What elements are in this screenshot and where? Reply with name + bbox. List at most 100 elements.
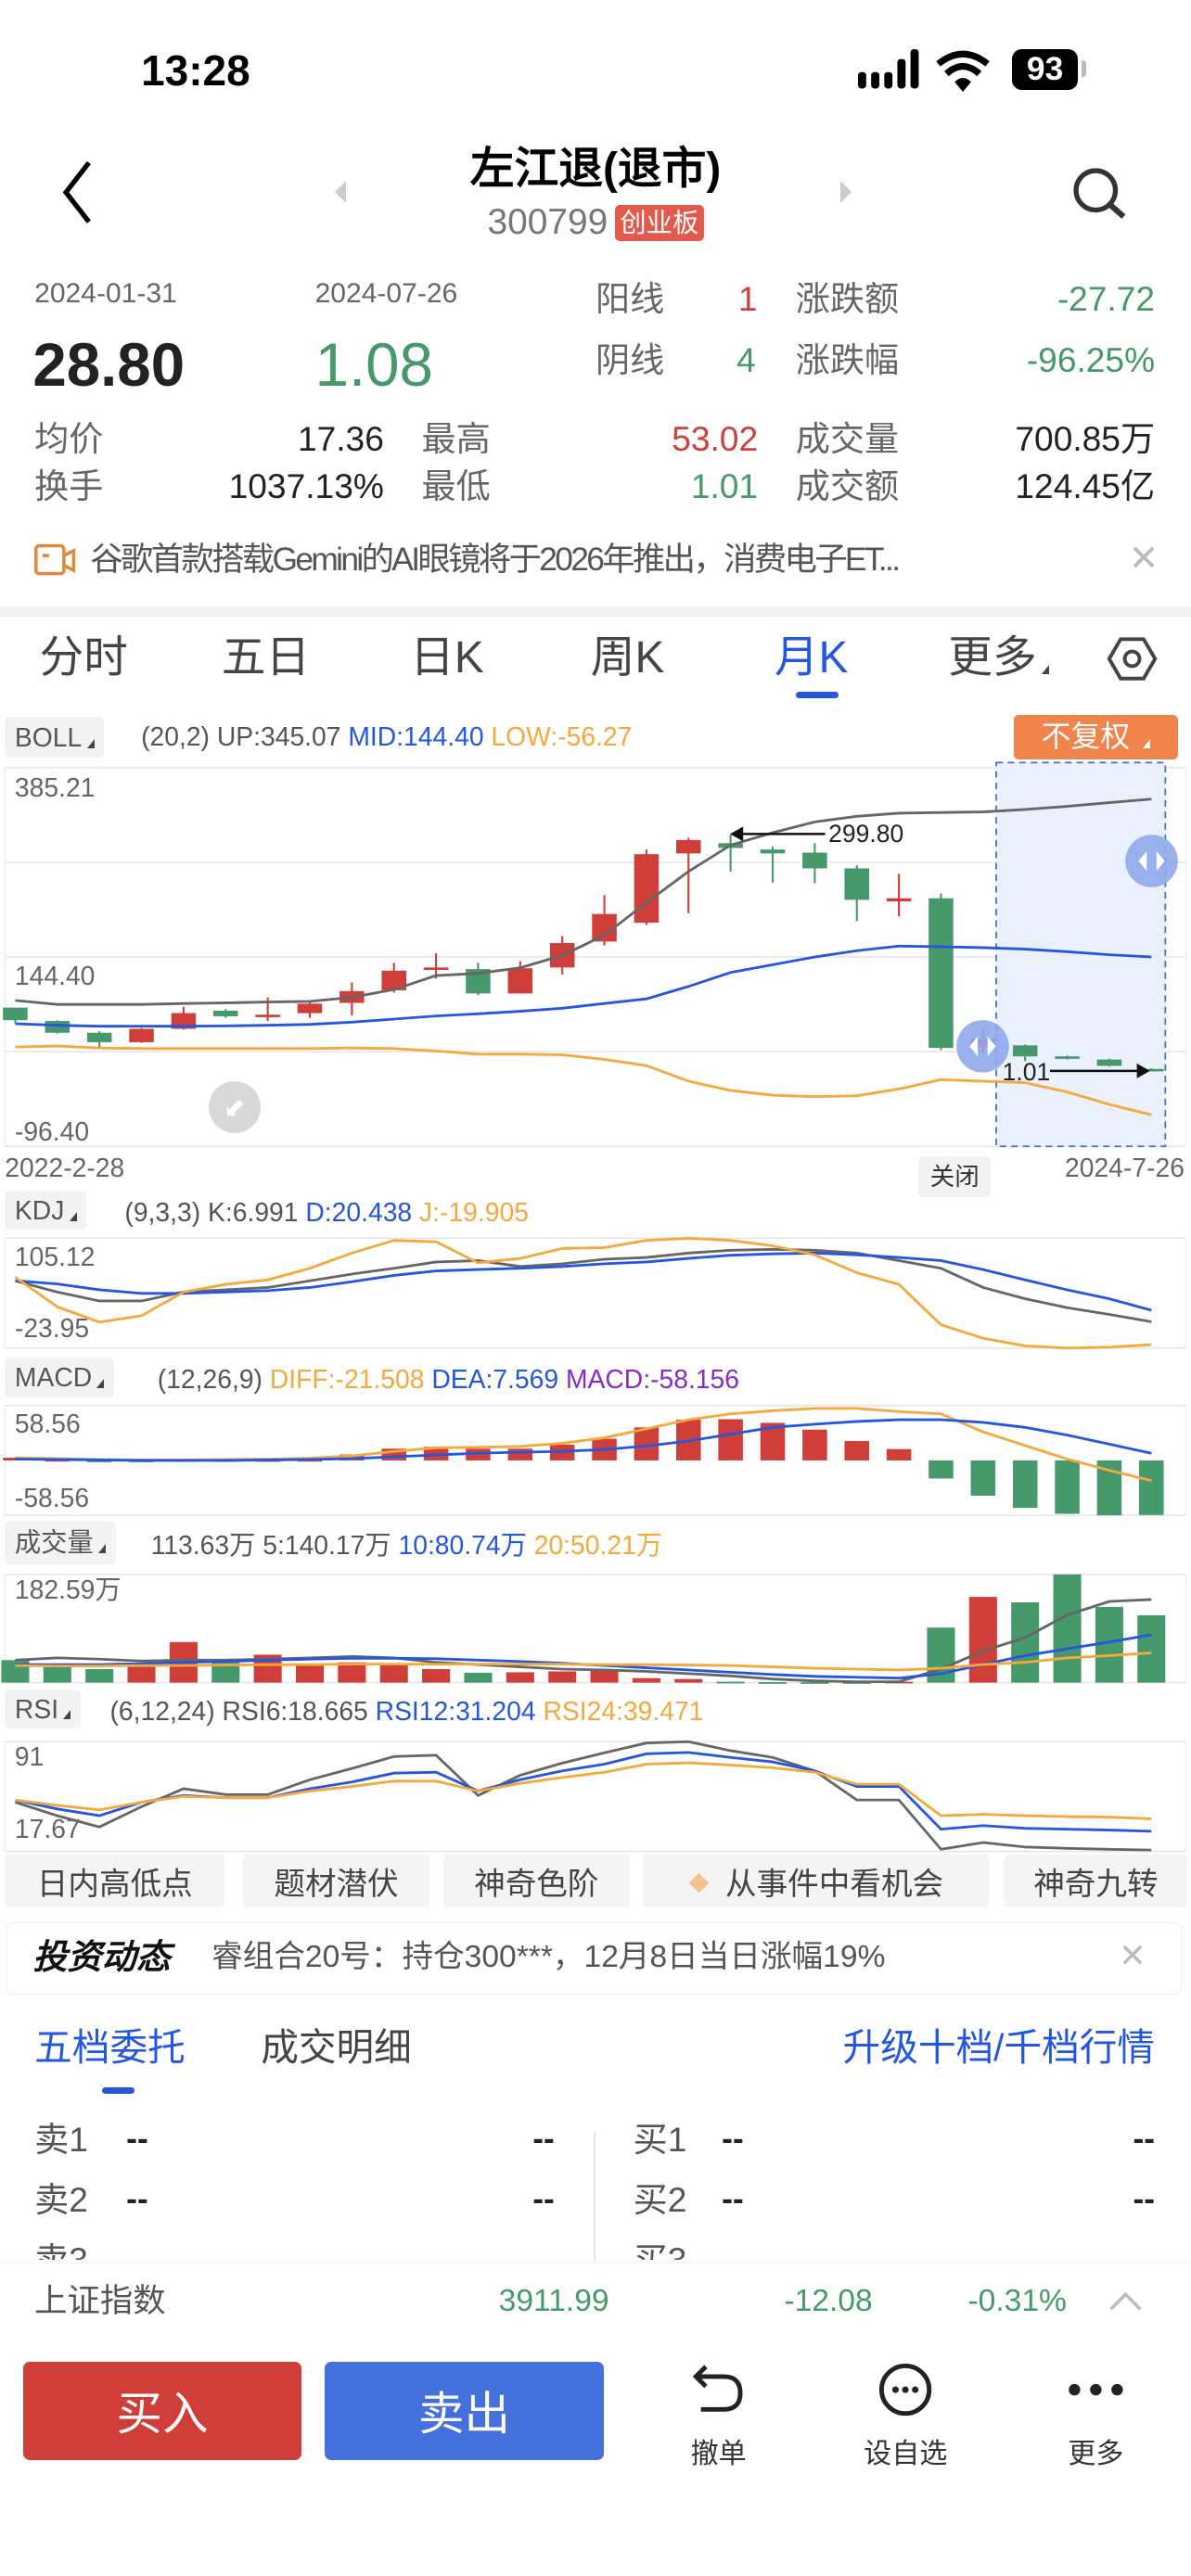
back-icon[interactable]	[59, 159, 98, 225]
max-arrow-head	[730, 826, 744, 842]
sell-button[interactable]: 卖出	[325, 2361, 604, 2460]
add-watchlist-button[interactable]: 设自选	[848, 2362, 963, 2471]
tab-weekly-k[interactable]: 周K	[590, 633, 665, 683]
news-close-icon[interactable]: ✕	[1128, 538, 1159, 579]
sell-1-label: 卖1	[34, 2119, 88, 2159]
feature-color-scale[interactable]: 神奇色阶	[442, 1855, 631, 1907]
range-handle	[956, 1020, 1009, 1073]
volume-bar	[1011, 1602, 1040, 1683]
divider	[0, 606, 1191, 617]
buy-button[interactable]: 买入	[22, 2361, 302, 2460]
candle-down	[45, 1021, 70, 1033]
index-pct: -0.31%	[967, 2284, 1067, 2319]
index-change: -12.08	[784, 2284, 873, 2319]
draw-tool-icon[interactable]: ⬋	[208, 1080, 262, 1134]
volume-value: 700.85万	[1015, 418, 1156, 458]
macd-bar	[718, 1419, 743, 1460]
feature-nine-turns[interactable]: 神奇九转	[1004, 1855, 1188, 1907]
annotation-min: 1.01	[1002, 1057, 1051, 1086]
low-value: 1.01	[690, 465, 759, 505]
boll-indicator-select[interactable]: BOLL	[5, 716, 105, 759]
volume-bar	[379, 1664, 408, 1683]
boll-y-tick-mid: 144.40	[14, 961, 96, 991]
feature-intraday-high-low[interactable]: 日内高低点	[5, 1855, 225, 1907]
wifi-icon	[936, 50, 990, 93]
invest-news-close-icon[interactable]: ✕	[1119, 1938, 1146, 1975]
feature-theme-ambush[interactable]: 题材潜伏	[242, 1855, 430, 1907]
candle-up	[381, 970, 406, 990]
adjust-button[interactable]: 不复权	[1013, 715, 1178, 759]
macd-bar	[3, 1458, 28, 1460]
turnover-label: 换手	[34, 465, 104, 505]
invest-news-title: 投资动态	[32, 1937, 171, 1977]
tab-trade-details[interactable]: 成交明细	[261, 2025, 412, 2069]
volume-bar	[1053, 1574, 1082, 1683]
kdj-values: (9,3,3) K:6.991 D:20.438 J:-19.905	[124, 1199, 529, 1225]
rsi12: RSI12:31.204	[375, 1695, 536, 1726]
x-start-label: 2022-2-28	[5, 1153, 125, 1183]
range-handle-arrows-icon	[969, 1036, 996, 1056]
tab-monthly-k[interactable]: 月K	[774, 633, 849, 683]
macd-bar	[1139, 1460, 1164, 1515]
candle-down	[1139, 1068, 1164, 1072]
volume-ma-20-line	[15, 1651, 1152, 1672]
kdj-d-line	[15, 1251, 1152, 1312]
dropdown-triangle-icon	[1143, 739, 1151, 748]
turnover-value: 1037.13%	[228, 465, 384, 505]
feature-event-opportunity[interactable]: ◆ 从事件中看机会	[643, 1855, 990, 1907]
end-date: 2024-07-26	[314, 278, 458, 310]
prev-stock-icon[interactable]	[335, 180, 346, 203]
macd-indicator-select[interactable]: MACD	[5, 1358, 115, 1397]
stock-code: 300799	[487, 202, 608, 243]
news-ticker[interactable]: 谷歌首款搭载Gemini的AI眼镜将于2026年推出，消费电子ET...	[90, 542, 901, 579]
macd-dea: DEA:7.569	[431, 1364, 559, 1395]
range-handle	[1125, 835, 1178, 887]
macd-bar	[86, 1460, 112, 1462]
status-time: 13:28	[141, 46, 250, 96]
close-selection-button[interactable]: 关闭	[918, 1155, 992, 1198]
tab-five-day[interactable]: 五日	[221, 633, 311, 683]
dropdown-triangle-icon	[63, 1710, 71, 1720]
rsi-indicator-select[interactable]: RSI	[5, 1689, 81, 1729]
sell-1-price: --	[126, 2120, 148, 2157]
feature-event-label: 从事件中看机会	[725, 1868, 944, 1903]
invest-news-card[interactable]	[6, 1921, 1182, 1995]
chevron-up-icon[interactable]	[1108, 2289, 1144, 2313]
volume-ma20: 20:50.21万	[533, 1529, 663, 1560]
tab-five-level-orders[interactable]: 五档委托	[34, 2025, 186, 2069]
board-badge: 创业板	[615, 205, 704, 241]
diamond-icon: ◆	[688, 1866, 710, 1896]
search-icon[interactable]	[1069, 164, 1129, 223]
sell-2-volume: --	[532, 2180, 555, 2217]
next-stock-icon[interactable]	[839, 180, 852, 203]
candle-up	[129, 1028, 154, 1042]
tab-more[interactable]: 更多	[948, 636, 1050, 681]
rsi6: RSI6:18.665	[222, 1695, 368, 1726]
volume-bar	[674, 1678, 703, 1683]
settings-icon[interactable]	[1107, 634, 1158, 683]
kdj-indicator-select[interactable]: KDJ	[5, 1191, 87, 1231]
volume-bar	[590, 1669, 619, 1683]
cancel-order-button[interactable]: 撤单	[661, 2362, 776, 2471]
candle-up	[507, 968, 533, 994]
rsi-y-tick-top: 91	[14, 1741, 45, 1772]
tab-intraday[interactable]: 分时	[39, 633, 128, 683]
volume-bar	[422, 1669, 451, 1683]
order-book-divider	[594, 2132, 596, 2261]
candle-up	[297, 1003, 323, 1014]
upgrade-depth-link[interactable]: 升级十档/千档行情	[842, 2025, 1156, 2069]
tab-daily-k[interactable]: 日K	[410, 633, 484, 683]
volume-bar	[506, 1672, 534, 1683]
video-icon	[34, 544, 76, 576]
index-bar[interactable]	[0, 2263, 1191, 2339]
yang-label: 阳线	[596, 279, 665, 319]
signal-icon	[857, 49, 919, 89]
boll-up-line	[15, 797, 1152, 1006]
volume-indicator-select[interactable]: 成交量	[5, 1522, 116, 1565]
volume-bar	[632, 1677, 660, 1683]
more-label: 更多	[1068, 2439, 1124, 2470]
more-button[interactable]: 更多	[1039, 2362, 1154, 2471]
more-circle-icon	[879, 2363, 932, 2416]
